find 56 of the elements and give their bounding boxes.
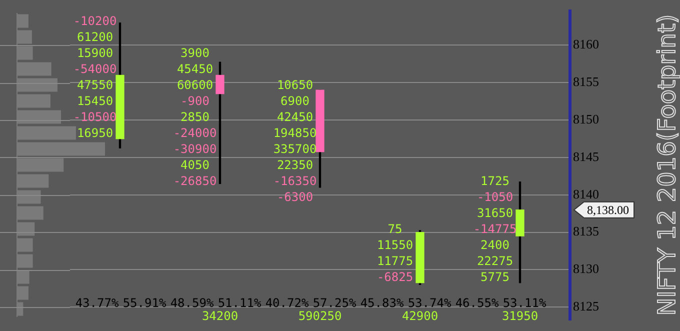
annotation: 34200 [202, 309, 238, 323]
annotation: 45450 [176, 62, 214, 76]
annotation: 48.59% [170, 296, 214, 310]
annotation: 40.72% [265, 296, 309, 310]
annotation: 1725 [480, 174, 510, 188]
annotation: 31650 [476, 206, 514, 220]
annotation: 11775 [376, 254, 414, 268]
annotation: 590250 [298, 309, 342, 323]
annotation: 57.25% [312, 296, 356, 310]
y-tick-label: 8160 [573, 36, 599, 52]
y-tick-label: 8125 [573, 298, 599, 314]
annotation: 46.55% [455, 296, 499, 310]
annotation: 10650 [276, 78, 314, 92]
annotation: 61200 [76, 30, 114, 44]
annotation: 55.91% [122, 296, 166, 310]
annotation: 22350 [276, 158, 314, 172]
annotation: -6825 [376, 270, 414, 284]
annotation: 6900 [280, 94, 310, 108]
annotation: 47550 [76, 78, 114, 92]
annotation: 22275 [476, 254, 514, 268]
annotation: -54000 [73, 62, 117, 76]
y-tick-label: 8145 [573, 148, 599, 164]
annotation: 3900 [180, 46, 210, 60]
annotation: 4050 [180, 158, 210, 172]
annotation: 45.83% [360, 296, 404, 310]
annotation: -1050 [476, 190, 514, 204]
annotation: -6300 [276, 190, 314, 204]
text: 8,138.00 [587, 202, 629, 217]
annotation: 15900 [76, 46, 114, 60]
y-tick-label: 8155 [573, 74, 599, 90]
y-tick-label: 8135 [573, 224, 599, 239]
annotation: 31950 [502, 309, 538, 323]
y-tick-label: 8130 [573, 261, 599, 276]
text: NIFTY 12 2016(Footprint) [653, 14, 680, 316]
annotation: 42900 [402, 309, 438, 323]
annotation: -24000 [173, 126, 217, 140]
annotation: 75 [388, 222, 402, 236]
annotation: 15450 [76, 94, 114, 108]
annotation: -26850 [173, 174, 217, 188]
annotation: 16950 [76, 126, 114, 140]
annotation: 2400 [480, 238, 510, 252]
annotation: -16350 [273, 174, 317, 188]
annotation: 2850 [180, 110, 210, 124]
annotation: -10200 [73, 14, 117, 28]
annotation: 60600 [176, 78, 214, 92]
y-tick-label: 8140 [573, 186, 599, 202]
annotation: 53.11% [502, 296, 546, 310]
y-tick-label: 8150 [573, 111, 599, 126]
annotation: 43.77% [75, 296, 119, 310]
annotation: 53.74% [408, 296, 452, 310]
annotation: -30900 [173, 142, 217, 156]
annotation: 11550 [376, 238, 414, 252]
annotation: 51.11% [218, 296, 262, 310]
annotation: -900 [180, 94, 210, 108]
annotation: 42450 [276, 110, 314, 124]
annotation: 5775 [480, 270, 510, 284]
